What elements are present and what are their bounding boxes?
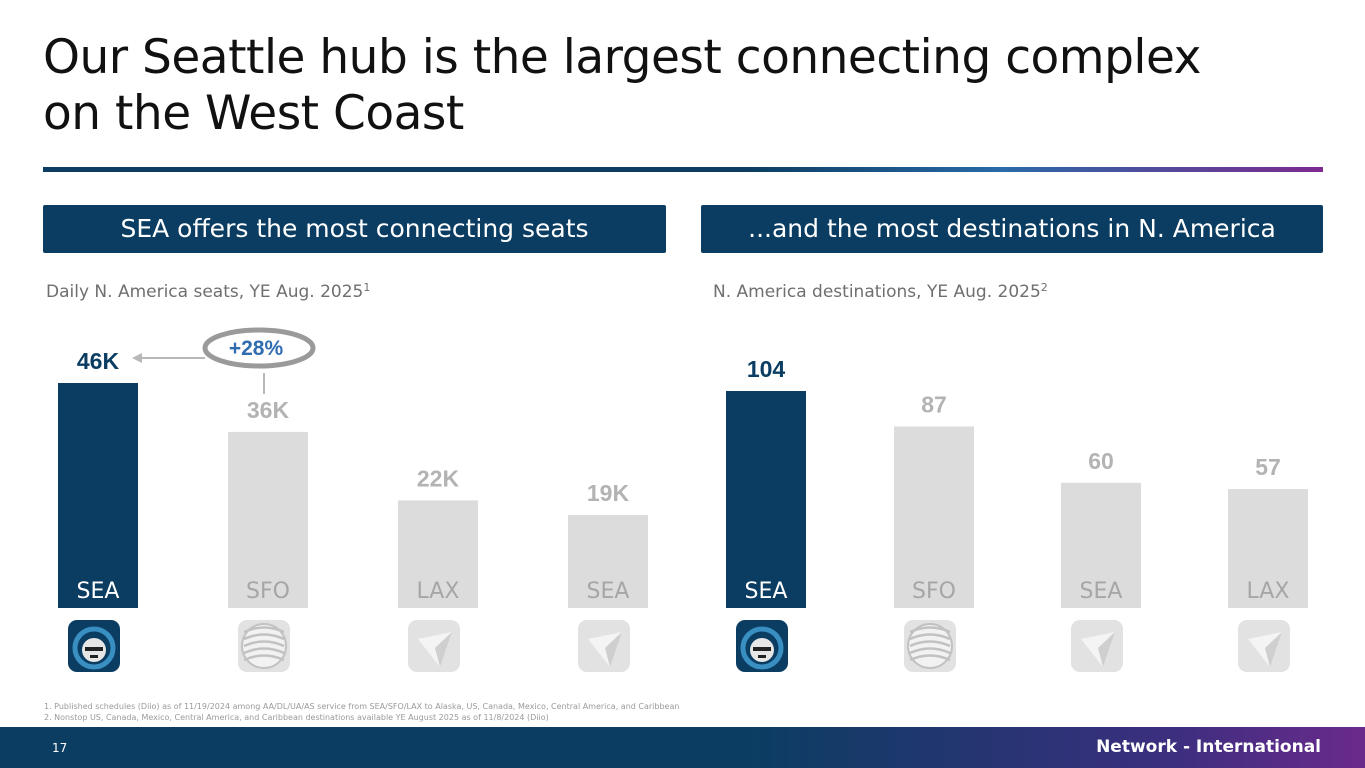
footnote-1: 1. Published schedules (Diio) as of 11/1… (44, 702, 680, 711)
delta-widget-icon (1238, 620, 1290, 672)
left-chart-footnote-ref: 1 (363, 281, 371, 294)
delta-widget-icon (408, 620, 460, 672)
delta-widget-icon (578, 620, 630, 672)
left-chart-subtitle: Daily N. America seats, YE Aug. 20251 (46, 281, 370, 302)
bar-charts: 46K SEA 36K SFO 22K LAX 19K SEA 104 SEA 87 SFO 60 SEA… (58, 348, 1308, 672)
page-number: 17 (52, 741, 68, 755)
right-bar (1228, 489, 1308, 608)
footnotes: 1. Published schedules (Diio) as of 11/1… (44, 701, 679, 723)
right-chart-subtitle: N. America destinations, YE Aug. 20252 (713, 281, 1048, 302)
left-bar-category-label: SEA (587, 579, 630, 604)
right-bar-value-label: 60 (1088, 448, 1114, 474)
right-panel-header: ...and the most destinations in N. Ameri… (701, 205, 1323, 253)
right-bar (1061, 482, 1141, 608)
right-bar-value-label: 104 (747, 356, 786, 382)
right-bar (726, 391, 806, 608)
left-bar-value-label: 19K (587, 480, 630, 506)
page-title: Our Seattle hub is the largest connectin… (43, 30, 1201, 141)
left-panel-header: SEA offers the most connecting seats (43, 205, 666, 253)
left-bar-value-label: 36K (247, 397, 290, 423)
left-bar (398, 500, 478, 608)
delta-widget-icon (1071, 620, 1123, 672)
left-bar-category-label: LAX (417, 579, 460, 604)
left-chart-subtitle-text: Daily N. America seats, YE Aug. 2025 (46, 282, 364, 302)
left-bar (228, 431, 308, 608)
left-bar (58, 383, 138, 608)
callout-ring (202, 327, 316, 369)
growth-callout: +28% (202, 327, 316, 369)
left-bar-category-label: SEA (77, 579, 120, 604)
right-bar (894, 426, 974, 608)
callout-arrow-head (132, 353, 142, 363)
right-bar-category-label: SEA (745, 579, 788, 604)
right-bar-category-label: LAX (1247, 579, 1290, 604)
right-chart-subtitle-text: N. America destinations, YE Aug. 2025 (713, 282, 1041, 302)
right-bar-category-label: SFO (912, 579, 956, 604)
footer-section-label: Network - International (1096, 737, 1321, 757)
united-globe-icon (238, 620, 290, 672)
right-chart-footnote-ref: 2 (1040, 281, 1048, 294)
alaska-logo-icon (736, 620, 788, 672)
right-bar-value-label: 87 (921, 391, 947, 417)
footer-bar: 17 Network - International (0, 727, 1365, 768)
right-bar-category-label: SEA (1080, 579, 1123, 604)
callout-label: +28% (229, 337, 284, 360)
united-globe-icon (904, 620, 956, 672)
left-bar-value-label: 22K (417, 465, 460, 491)
alaska-logo-icon (68, 620, 120, 672)
title-divider (43, 167, 1323, 172)
left-bar (568, 515, 648, 608)
left-bar-category-label: SFO (246, 579, 290, 604)
footnote-2: 2. Nonstop US, Canada, Mexico, Central A… (44, 713, 549, 722)
right-bar-value-label: 57 (1255, 454, 1281, 480)
left-bar-value-label: 46K (77, 348, 120, 374)
